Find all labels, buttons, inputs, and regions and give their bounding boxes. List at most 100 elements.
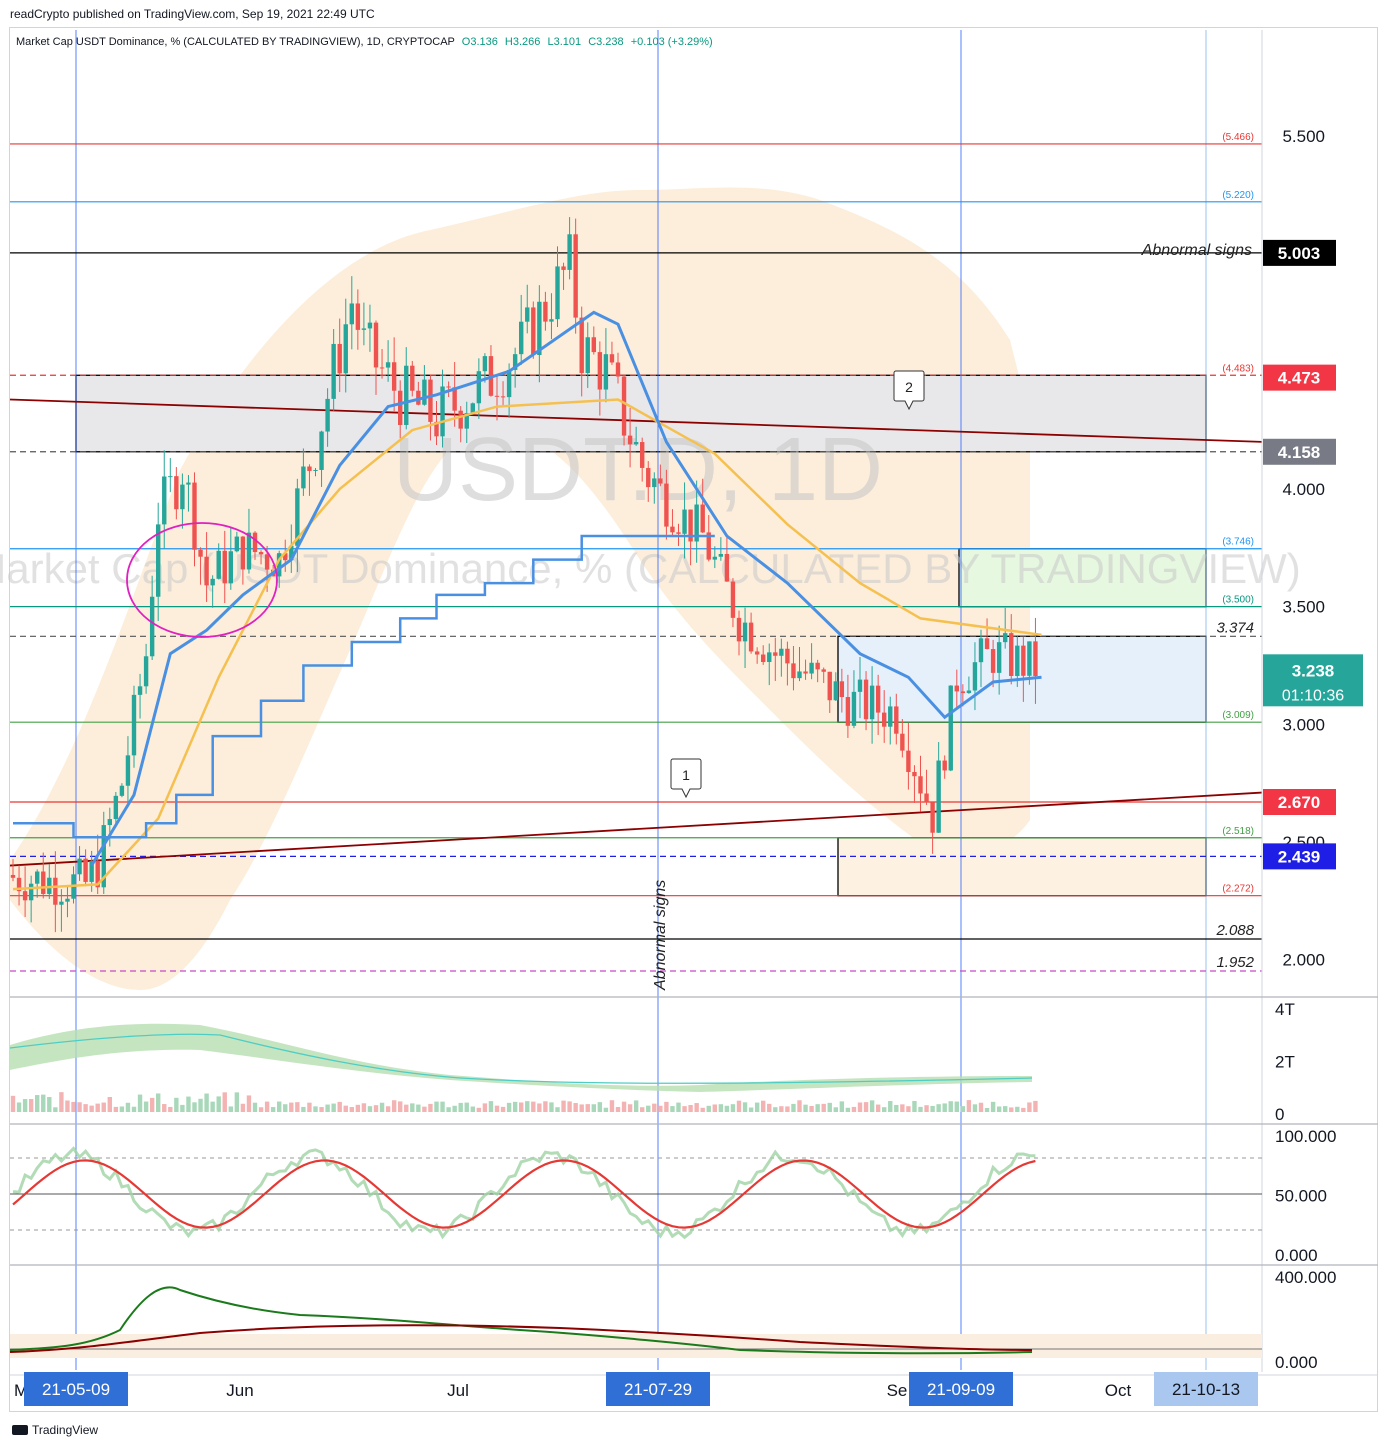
candle-body — [954, 685, 959, 692]
candle-body — [1009, 633, 1014, 676]
candle-body — [204, 556, 209, 586]
price-badge-value: 2.670 — [1278, 793, 1321, 812]
candle-body — [597, 352, 603, 390]
volume-bar — [434, 1101, 439, 1112]
volume-bar — [295, 1102, 300, 1112]
panel-tick-label: 4T — [1275, 1000, 1295, 1019]
candle-body — [143, 656, 149, 687]
volume-bar — [960, 1106, 966, 1112]
level-label: (4.483) — [1222, 363, 1254, 374]
volume-bar — [597, 1102, 603, 1112]
volume-bar — [482, 1103, 488, 1112]
volume-bar — [506, 1102, 512, 1112]
volume-bar — [585, 1104, 590, 1112]
volume-bar — [349, 1107, 354, 1112]
volume-bar — [65, 1100, 70, 1112]
y-tick-label: 3.500 — [1282, 598, 1325, 617]
volume-bar — [270, 1107, 276, 1112]
volume-bar — [174, 1097, 179, 1112]
volume-bar — [216, 1096, 221, 1112]
candle-body — [773, 652, 778, 656]
volume-bar — [609, 1100, 615, 1112]
date-badge-label: 21-10-13 — [1172, 1380, 1240, 1399]
volume-bar — [343, 1105, 348, 1112]
volume-bar — [355, 1104, 361, 1112]
panel-tick-label: 50.000 — [1275, 1187, 1327, 1206]
candle-body — [313, 469, 318, 471]
candle-body — [525, 307, 530, 322]
volume-bar — [531, 1101, 536, 1112]
oscillator-fast — [12, 1146, 1036, 1240]
published-caption: readCrypto published on TradingView.com,… — [10, 7, 375, 21]
volume-bar — [398, 1101, 403, 1112]
candle-body — [361, 328, 367, 330]
candle-body — [936, 760, 941, 833]
volume-bar — [942, 1103, 947, 1112]
candle-body — [470, 403, 475, 414]
level-label: (5.220) — [1222, 190, 1254, 201]
date-badge — [606, 1372, 710, 1406]
volume-bar — [948, 1101, 953, 1112]
volume-bar — [337, 1101, 342, 1112]
candle-body — [706, 532, 711, 560]
date-badge — [909, 1372, 1013, 1406]
volume-bar — [754, 1102, 760, 1112]
volume-bar — [742, 1102, 748, 1112]
candle-body — [246, 532, 252, 570]
volume-bar — [41, 1094, 46, 1112]
x-tick-label: Jul — [447, 1381, 469, 1400]
candle-body — [22, 891, 28, 901]
volume-bar — [283, 1104, 288, 1112]
candle-body — [325, 398, 330, 432]
callout-bubble — [670, 758, 702, 799]
chart-frame — [9, 27, 1378, 1412]
panel-tick-label: 0 — [1275, 1105, 1284, 1124]
candle-body — [633, 442, 639, 445]
volume-bar — [28, 1099, 34, 1112]
volume-bar — [1021, 1107, 1026, 1112]
volume-bar — [252, 1102, 258, 1112]
momentum-signal — [9, 1324, 1033, 1353]
volume-bar — [779, 1106, 784, 1112]
volume-bar — [137, 1094, 143, 1112]
candle-body — [234, 536, 240, 552]
volume-bar — [525, 1101, 530, 1112]
volume-bar — [198, 1098, 203, 1112]
momentum-band — [10, 1334, 1262, 1358]
volume-bar — [228, 1106, 233, 1112]
candle-body — [168, 476, 173, 478]
volume-bar — [210, 1101, 215, 1112]
date-badge — [1154, 1372, 1258, 1406]
candle-body — [186, 482, 191, 485]
candle-body — [379, 367, 385, 369]
volume-bar — [627, 1104, 633, 1112]
callout-bubble — [893, 370, 925, 411]
volume-bar — [912, 1100, 917, 1112]
y-tick-label: 5.500 — [1282, 127, 1325, 146]
footer: TradingView — [12, 1423, 98, 1437]
candle-body — [609, 354, 615, 363]
candle-body — [192, 482, 197, 550]
volume-bar — [77, 1102, 82, 1112]
candle-body — [912, 771, 917, 777]
momentum-line — [9, 1286, 1033, 1355]
candle-body — [875, 685, 881, 713]
candle-body — [972, 662, 978, 691]
legend-high: H3.266 — [504, 36, 541, 48]
volume-bar — [996, 1106, 1002, 1112]
volume-bar — [59, 1092, 64, 1112]
candle-body — [240, 536, 246, 570]
candle-body — [621, 376, 627, 436]
volume-bar — [391, 1100, 397, 1112]
candle-body — [355, 303, 361, 330]
candle-body — [1015, 645, 1020, 676]
volume-bar — [615, 1107, 621, 1112]
volume-bar — [724, 1105, 730, 1112]
candle-body — [573, 234, 578, 318]
candle-body — [779, 648, 784, 656]
panel-tick-label: 0.000 — [1275, 1353, 1318, 1372]
candle-body — [252, 532, 258, 553]
volume-bar — [682, 1106, 687, 1112]
volume-bar — [573, 1103, 578, 1112]
